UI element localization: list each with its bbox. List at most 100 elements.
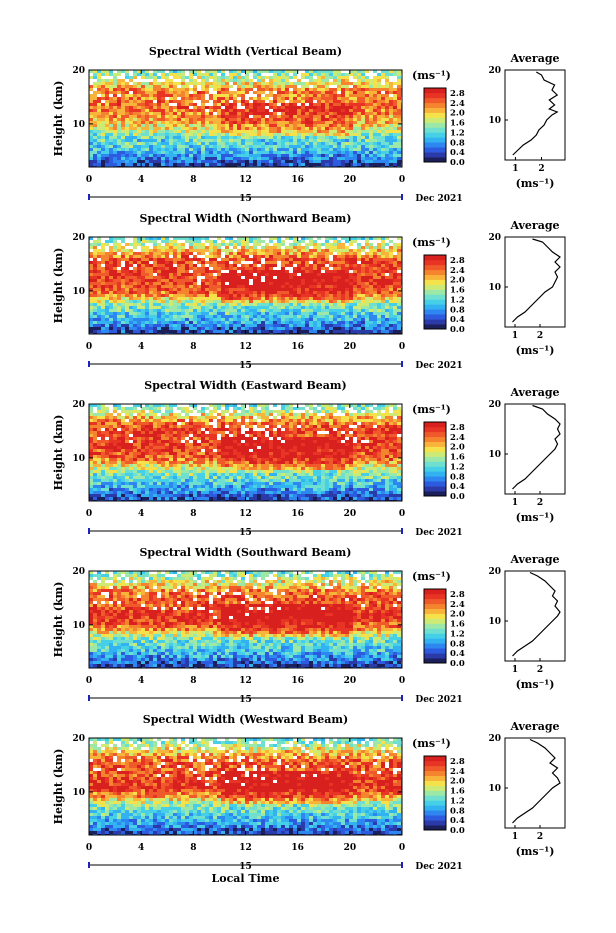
heatmap-cell	[337, 273, 341, 276]
heatmap-cell	[389, 306, 393, 309]
heatmap-cell	[145, 309, 149, 312]
heatmap-cell	[249, 318, 253, 321]
heatmap-cell	[293, 85, 297, 88]
heatmap-cell	[361, 115, 365, 118]
heatmap-cell	[313, 85, 317, 88]
heatmap-cell	[133, 73, 137, 76]
heatmap-cell	[333, 258, 337, 261]
heatmap-cell	[297, 312, 301, 315]
heatmap-cell	[249, 279, 253, 282]
heatmap-cell	[369, 88, 373, 91]
heatmap-cell	[177, 279, 181, 282]
heatmap-cell	[333, 76, 337, 79]
heatmap-cell	[241, 127, 245, 130]
heatmap-cell	[113, 252, 117, 255]
heatmap-cell	[353, 276, 357, 279]
heatmap-cell	[345, 309, 349, 312]
heatmap-cell	[293, 124, 297, 127]
heatmap-cell	[305, 282, 309, 285]
heatmap-cell	[285, 291, 289, 294]
heatmap-cell	[109, 246, 113, 249]
heatmap-cell	[241, 160, 245, 163]
heatmap-cell	[345, 82, 349, 85]
heatmap-cell	[113, 121, 117, 124]
heatmap-cell	[357, 127, 361, 130]
heatmap-cell	[261, 255, 265, 258]
heatmap-cell	[305, 243, 309, 246]
heatmap-cell	[317, 130, 321, 133]
heatmap-cell	[377, 142, 381, 145]
heatmap-cell	[377, 130, 381, 133]
heatmap-cell	[165, 255, 169, 258]
heatmap-cell	[253, 321, 257, 324]
heatmap-cell	[193, 252, 197, 255]
heatmap-cell	[233, 163, 237, 166]
heatmap-cell	[125, 91, 129, 94]
heatmap-cell	[241, 300, 245, 303]
heatmap-cell	[181, 312, 185, 315]
heatmap-cell	[373, 303, 377, 306]
heatmap-cell	[149, 258, 153, 261]
heatmap-cell	[377, 321, 381, 324]
heatmap-cell	[285, 118, 289, 121]
profile-frame	[505, 70, 565, 160]
heatmap-cell	[209, 312, 213, 315]
heatmap-cell	[397, 118, 401, 121]
heatmap-cell	[329, 85, 333, 88]
heatmap-cell	[125, 252, 129, 255]
heatmap-cell	[345, 136, 349, 139]
heatmap-cell	[193, 82, 197, 85]
heatmap-cell	[329, 282, 333, 285]
heatmap-cell	[269, 246, 273, 249]
heatmap-cell	[353, 79, 357, 82]
heatmap-cell	[369, 279, 373, 282]
heatmap-cell	[161, 258, 165, 261]
heatmap-cell	[237, 85, 241, 88]
heatmap-cell	[145, 88, 149, 91]
heatmap-cell	[173, 321, 177, 324]
heatmap-cell	[325, 157, 329, 160]
heatmap-cell	[205, 94, 209, 97]
heatmap-cell	[261, 97, 265, 100]
heatmap-cell	[161, 273, 165, 276]
heatmap-cell	[121, 118, 125, 121]
heatmap-cell	[305, 85, 309, 88]
heatmap-cell	[301, 255, 305, 258]
heatmap-cell	[245, 151, 249, 154]
heatmap-cell	[393, 79, 397, 82]
heatmap-cell	[305, 279, 309, 282]
heatmap-cell	[337, 124, 341, 127]
heatmap-cell	[193, 297, 197, 300]
heatmap-cell	[365, 82, 369, 85]
heatmap-cell	[145, 124, 149, 127]
heatmap-cell	[393, 85, 397, 88]
heatmap-cell	[193, 124, 197, 127]
heatmap-cell	[189, 82, 193, 85]
heatmap-cell	[261, 79, 265, 82]
heatmap-cell	[125, 157, 129, 160]
heatmap-cell	[209, 115, 213, 118]
heatmap-cell	[185, 312, 189, 315]
heatmap-cell	[317, 297, 321, 300]
heatmap-cell	[381, 294, 385, 297]
heatmap-cell	[281, 130, 285, 133]
heatmap-cell	[297, 88, 301, 91]
heatmap-cell	[225, 139, 229, 142]
heatmap-cell	[373, 255, 377, 258]
heatmap-cell	[93, 279, 97, 282]
heatmap-cell	[273, 273, 277, 276]
heatmap-cell	[109, 79, 113, 82]
heatmap-cell	[133, 121, 137, 124]
heatmap-cell	[313, 109, 317, 112]
heatmap-cell	[205, 151, 209, 154]
heatmap-cell	[273, 294, 277, 297]
heatmap-cell	[141, 282, 145, 285]
heatmap-cell	[241, 109, 245, 112]
heatmap-cell	[325, 261, 329, 264]
heatmap-cell	[141, 261, 145, 264]
heatmap-cell	[169, 264, 173, 267]
heatmap-cell	[329, 112, 333, 115]
heatmap-cell	[377, 291, 381, 294]
heatmap-cell	[317, 85, 321, 88]
heatmap-cell	[229, 163, 233, 166]
